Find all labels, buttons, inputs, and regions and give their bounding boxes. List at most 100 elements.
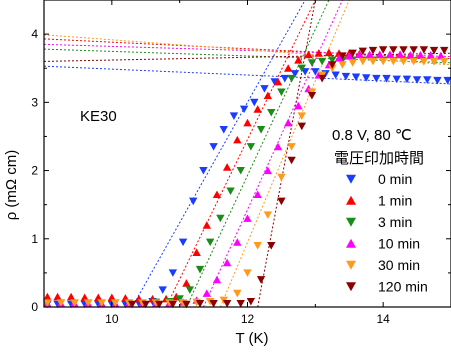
- data-point-1-23: [304, 50, 313, 59]
- data-point-1-25: [324, 48, 334, 57]
- data-point-1-1: [53, 292, 62, 301]
- fit-line-steep-1: [165, 0, 316, 308]
- data-point-5-18: [338, 52, 347, 60]
- data-point-4-17: [263, 211, 273, 219]
- data-point-3-12: [202, 289, 211, 297]
- legend-label-0: 0 min: [378, 171, 412, 187]
- legend-marker-0: [346, 174, 356, 184]
- data-point-4-28: [378, 57, 388, 66]
- legend: 0 min 1 min 3 min 10 min 30 min 120 min: [346, 171, 428, 295]
- data-point-2-12: [195, 265, 205, 274]
- data-point-0-28: [351, 73, 361, 82]
- data-point-1-22: [294, 56, 303, 64]
- data-point-4-34: [440, 57, 449, 66]
- data-point-3-19: [273, 142, 283, 151]
- data-point-4-12: [205, 297, 215, 306]
- data-point-1-17: [243, 118, 252, 127]
- data-point-4-4: [97, 299, 106, 307]
- data-point-4-30: [399, 57, 408, 66]
- data-point-5-11: [267, 242, 276, 250]
- data-point-3-15: [233, 238, 242, 246]
- data-point-0-21: [280, 74, 290, 83]
- data-point-4-15: [243, 269, 252, 277]
- data-point-4-16: [253, 242, 262, 250]
- data-point-5-6: [209, 300, 218, 308]
- data-point-5-0: [127, 300, 137, 309]
- y-axis-label: ρ (mΩ cm): [3, 150, 20, 221]
- data-point-3-29: [375, 50, 384, 59]
- data-point-3-25: [334, 53, 344, 62]
- data-point-0-24: [311, 68, 320, 76]
- y-tick-label-2: 2: [31, 164, 38, 178]
- data-point-5-7: [222, 300, 232, 308]
- data-point-3-21: [294, 101, 303, 110]
- data-point-0-31: [382, 74, 391, 83]
- x-axis-label: T (K): [235, 330, 268, 347]
- legend-marker-5: [346, 282, 356, 292]
- data-point-1-15: [222, 163, 232, 171]
- data-point-2-19: [267, 108, 276, 117]
- data-point-0-32: [392, 75, 401, 84]
- data-point-5-1: [141, 300, 150, 309]
- data-point-4-3: [83, 299, 93, 307]
- data-point-0-10: [168, 269, 178, 277]
- data-point-3-18: [263, 166, 273, 175]
- y-tick-label-0: 0: [31, 300, 38, 314]
- data-point-5-25: [409, 46, 418, 54]
- fit-line-steep-5: [257, 0, 316, 308]
- data-point-2-14: [216, 214, 225, 223]
- data-point-0-20: [270, 78, 279, 86]
- data-point-5-9: [246, 297, 256, 306]
- fit-line-steep-2: [185, 0, 330, 308]
- data-point-2-11: [185, 286, 195, 294]
- data-point-1-24: [314, 49, 323, 57]
- data-point-3-34: [426, 51, 435, 59]
- data-point-5-28: [440, 46, 449, 55]
- data-point-5-21: [368, 46, 378, 55]
- data-point-4-27: [368, 57, 378, 66]
- data-point-1-14: [212, 190, 222, 199]
- data-point-4-26: [358, 57, 368, 66]
- data-point-2-21: [287, 74, 296, 83]
- data-point-0-15: [219, 126, 228, 134]
- data-point-2-25: [328, 56, 337, 65]
- legend-marker-1: [346, 195, 356, 205]
- data-point-5-12: [277, 197, 286, 206]
- data-point-5-5: [195, 300, 205, 308]
- sample-label: KE30: [80, 108, 117, 125]
- data-point-0-22: [290, 70, 300, 78]
- data-point-0-36: [433, 76, 442, 85]
- data-point-5-3: [168, 300, 178, 309]
- data-point-5-26: [419, 46, 429, 54]
- data-point-2-16: [236, 166, 245, 175]
- data-point-0-29: [362, 74, 371, 82]
- legend-label-2: 3 min: [378, 214, 412, 230]
- x-tick-label-1: 12: [241, 312, 255, 326]
- data-point-3-28: [365, 50, 374, 59]
- data-point-2-13: [205, 238, 215, 247]
- data-point-4-2: [70, 299, 79, 307]
- data-point-4-24: [338, 61, 347, 69]
- data-point-5-15: [307, 91, 317, 100]
- data-point-2-23: [307, 59, 317, 67]
- y-tick-label-4: 4: [31, 27, 38, 41]
- data-point-0-35: [423, 76, 432, 84]
- data-point-1-4: [94, 293, 103, 302]
- legend-label-1: 1 min: [378, 193, 412, 209]
- data-point-5-8: [236, 300, 245, 308]
- data-point-1-20: [273, 77, 283, 86]
- data-point-5-17: [328, 61, 337, 69]
- data-point-4-33: [429, 57, 439, 66]
- data-point-3-27: [355, 50, 364, 59]
- legend-label-4: 30 min: [378, 257, 420, 273]
- data-point-4-0: [43, 299, 52, 307]
- data-point-1-3: [80, 293, 89, 302]
- fit-line-steep-4: [219, 0, 350, 308]
- data-point-0-23: [300, 68, 310, 76]
- data-point-1-16: [233, 135, 242, 144]
- data-point-4-32: [419, 57, 429, 66]
- data-point-1-21: [284, 64, 293, 72]
- data-point-4-18: [277, 173, 286, 182]
- data-point-1-2: [66, 292, 76, 301]
